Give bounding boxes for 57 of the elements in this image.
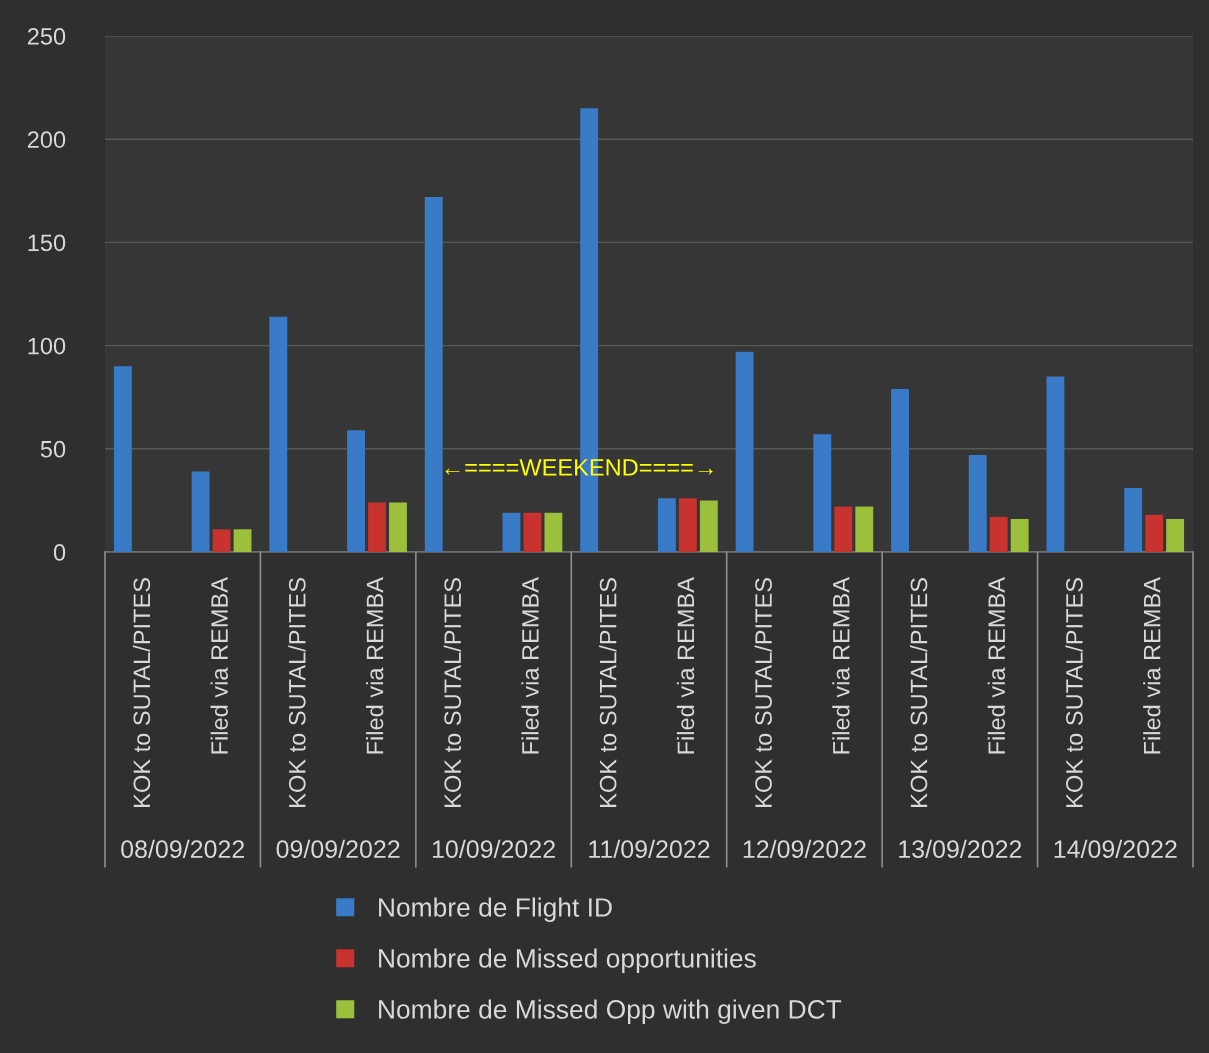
bar bbox=[424, 196, 443, 552]
y-tick-label: 150 bbox=[28, 234, 66, 252]
bar bbox=[502, 512, 521, 552]
text: 12/09/2022 bbox=[743, 839, 866, 858]
bar bbox=[813, 434, 832, 552]
x-tick-label: KOK to SUTAL/PITES bbox=[132, 578, 151, 807]
bar bbox=[1166, 518, 1185, 552]
legend-label: Nombre de Missed Opp with given DCT bbox=[379, 999, 842, 1024]
x-tick-label: KOK to SUTAL/PITES bbox=[288, 578, 306, 807]
y-tick-label: 0 bbox=[53, 544, 66, 561]
bar bbox=[735, 351, 754, 552]
y-tick-label: 200 bbox=[27, 131, 66, 148]
x-tick-label: KOK to SUTAL/PITES bbox=[910, 578, 928, 807]
y-tick-label: 250 bbox=[27, 28, 66, 45]
text: 09/09/2022 bbox=[276, 839, 400, 858]
bar bbox=[989, 516, 1008, 552]
x-tick-label: Filed via REMBA bbox=[676, 577, 695, 754]
bar bbox=[834, 506, 853, 552]
text: 08/09/2022 bbox=[121, 839, 245, 858]
x-tick-label: Filed via REMBA bbox=[210, 577, 228, 754]
bar bbox=[191, 471, 210, 552]
bar bbox=[1124, 488, 1143, 552]
x-tick-label: KOK to SUTAL/PITES bbox=[754, 578, 772, 807]
bar bbox=[269, 316, 288, 552]
bar bbox=[113, 366, 132, 552]
bar bbox=[657, 498, 676, 552]
bar bbox=[389, 502, 407, 552]
bar bbox=[1046, 376, 1065, 552]
bar bbox=[233, 529, 252, 552]
legend-label: Nombre de Flight ID bbox=[379, 897, 612, 923]
x-tick-label: Filed via REMBA bbox=[365, 577, 384, 754]
x-tick-label: Filed via REMBA bbox=[1143, 577, 1161, 754]
x-tick-label: KOK to SUTAL/PITES bbox=[443, 578, 462, 807]
x-tick-label: KOK to SUTAL/PITES bbox=[599, 578, 617, 807]
legend-label: Nombre de Missed opportunities bbox=[379, 948, 756, 973]
text: 13/09/2022 bbox=[899, 839, 1022, 858]
bar bbox=[968, 454, 987, 552]
bar bbox=[368, 502, 386, 552]
x-tick-label: Filed via REMBA bbox=[987, 577, 1006, 754]
x-tick-label: Filed via REMBA bbox=[521, 577, 539, 754]
x-tick-label: KOK to SUTAL/PITES bbox=[1065, 578, 1083, 807]
bar bbox=[678, 498, 697, 552]
bar bbox=[1145, 514, 1164, 552]
text: 10/09/2022 bbox=[432, 839, 555, 858]
text: 11/09/2022 bbox=[589, 839, 710, 858]
bar bbox=[212, 529, 231, 552]
bar bbox=[891, 388, 909, 552]
y-tick-label: 100 bbox=[28, 337, 66, 355]
bar bbox=[699, 500, 718, 552]
bar bbox=[347, 430, 365, 552]
text: 14/09/2022 bbox=[1054, 839, 1177, 858]
y-tick-label: 50 bbox=[40, 440, 66, 458]
x-tick-label: Filed via REMBA bbox=[832, 577, 850, 754]
bar bbox=[855, 506, 874, 552]
bar bbox=[544, 512, 563, 552]
bar bbox=[523, 512, 542, 552]
bar bbox=[1010, 518, 1029, 552]
